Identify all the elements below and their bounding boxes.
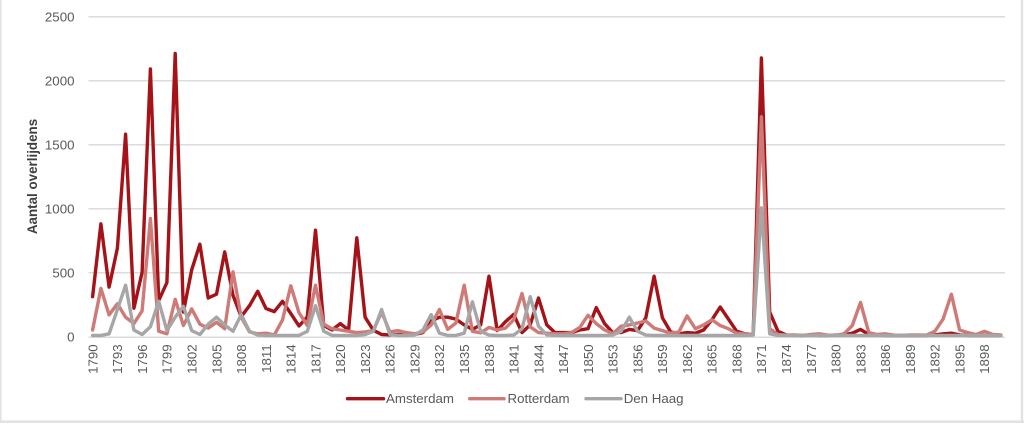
- svg-text:1826: 1826: [383, 344, 398, 374]
- svg-text:1865: 1865: [705, 344, 720, 374]
- svg-text:1877: 1877: [804, 344, 819, 374]
- svg-text:1868: 1868: [730, 344, 745, 374]
- svg-text:Den Haag: Den Haag: [624, 391, 684, 406]
- svg-text:1823: 1823: [358, 344, 373, 374]
- svg-text:1895: 1895: [952, 344, 967, 374]
- svg-text:500: 500: [52, 266, 74, 281]
- svg-text:1874: 1874: [779, 344, 794, 374]
- svg-text:1883: 1883: [853, 344, 868, 374]
- svg-text:1859: 1859: [655, 344, 670, 374]
- svg-text:1793: 1793: [110, 344, 125, 374]
- svg-text:1856: 1856: [630, 344, 645, 374]
- svg-text:1862: 1862: [680, 344, 695, 374]
- svg-text:1811: 1811: [259, 344, 274, 373]
- svg-text:1808: 1808: [234, 344, 249, 374]
- svg-text:2500: 2500: [45, 10, 75, 25]
- svg-text:1500: 1500: [45, 138, 75, 153]
- svg-text:1880: 1880: [829, 344, 844, 374]
- svg-text:1844: 1844: [531, 344, 546, 374]
- svg-text:1832: 1832: [432, 344, 447, 374]
- svg-text:1889: 1889: [903, 344, 918, 374]
- svg-text:1871: 1871: [754, 344, 769, 374]
- svg-text:1853: 1853: [606, 344, 621, 374]
- svg-text:1790: 1790: [85, 344, 100, 374]
- svg-text:Rotterdam: Rotterdam: [508, 391, 570, 406]
- svg-text:1841: 1841: [507, 344, 522, 374]
- svg-text:1805: 1805: [209, 344, 224, 374]
- svg-text:1892: 1892: [928, 344, 943, 374]
- svg-text:Amsterdam: Amsterdam: [386, 391, 454, 406]
- svg-text:1817: 1817: [308, 344, 323, 374]
- svg-text:1835: 1835: [457, 344, 472, 374]
- svg-text:1886: 1886: [878, 344, 893, 374]
- svg-text:2000: 2000: [45, 74, 75, 89]
- svg-text:1847: 1847: [556, 344, 571, 374]
- svg-text:1802: 1802: [185, 344, 200, 374]
- svg-text:1898: 1898: [977, 344, 992, 374]
- svg-text:1799: 1799: [160, 344, 175, 374]
- svg-text:1820: 1820: [333, 344, 348, 374]
- svg-text:0: 0: [67, 330, 74, 345]
- svg-text:1850: 1850: [581, 344, 596, 374]
- svg-text:1000: 1000: [45, 202, 75, 217]
- svg-text:1814: 1814: [284, 344, 299, 374]
- svg-text:1829: 1829: [407, 344, 422, 374]
- svg-text:Aantal overlijdens: Aantal overlijdens: [25, 119, 40, 234]
- svg-text:1796: 1796: [135, 344, 150, 374]
- svg-text:1838: 1838: [482, 344, 497, 374]
